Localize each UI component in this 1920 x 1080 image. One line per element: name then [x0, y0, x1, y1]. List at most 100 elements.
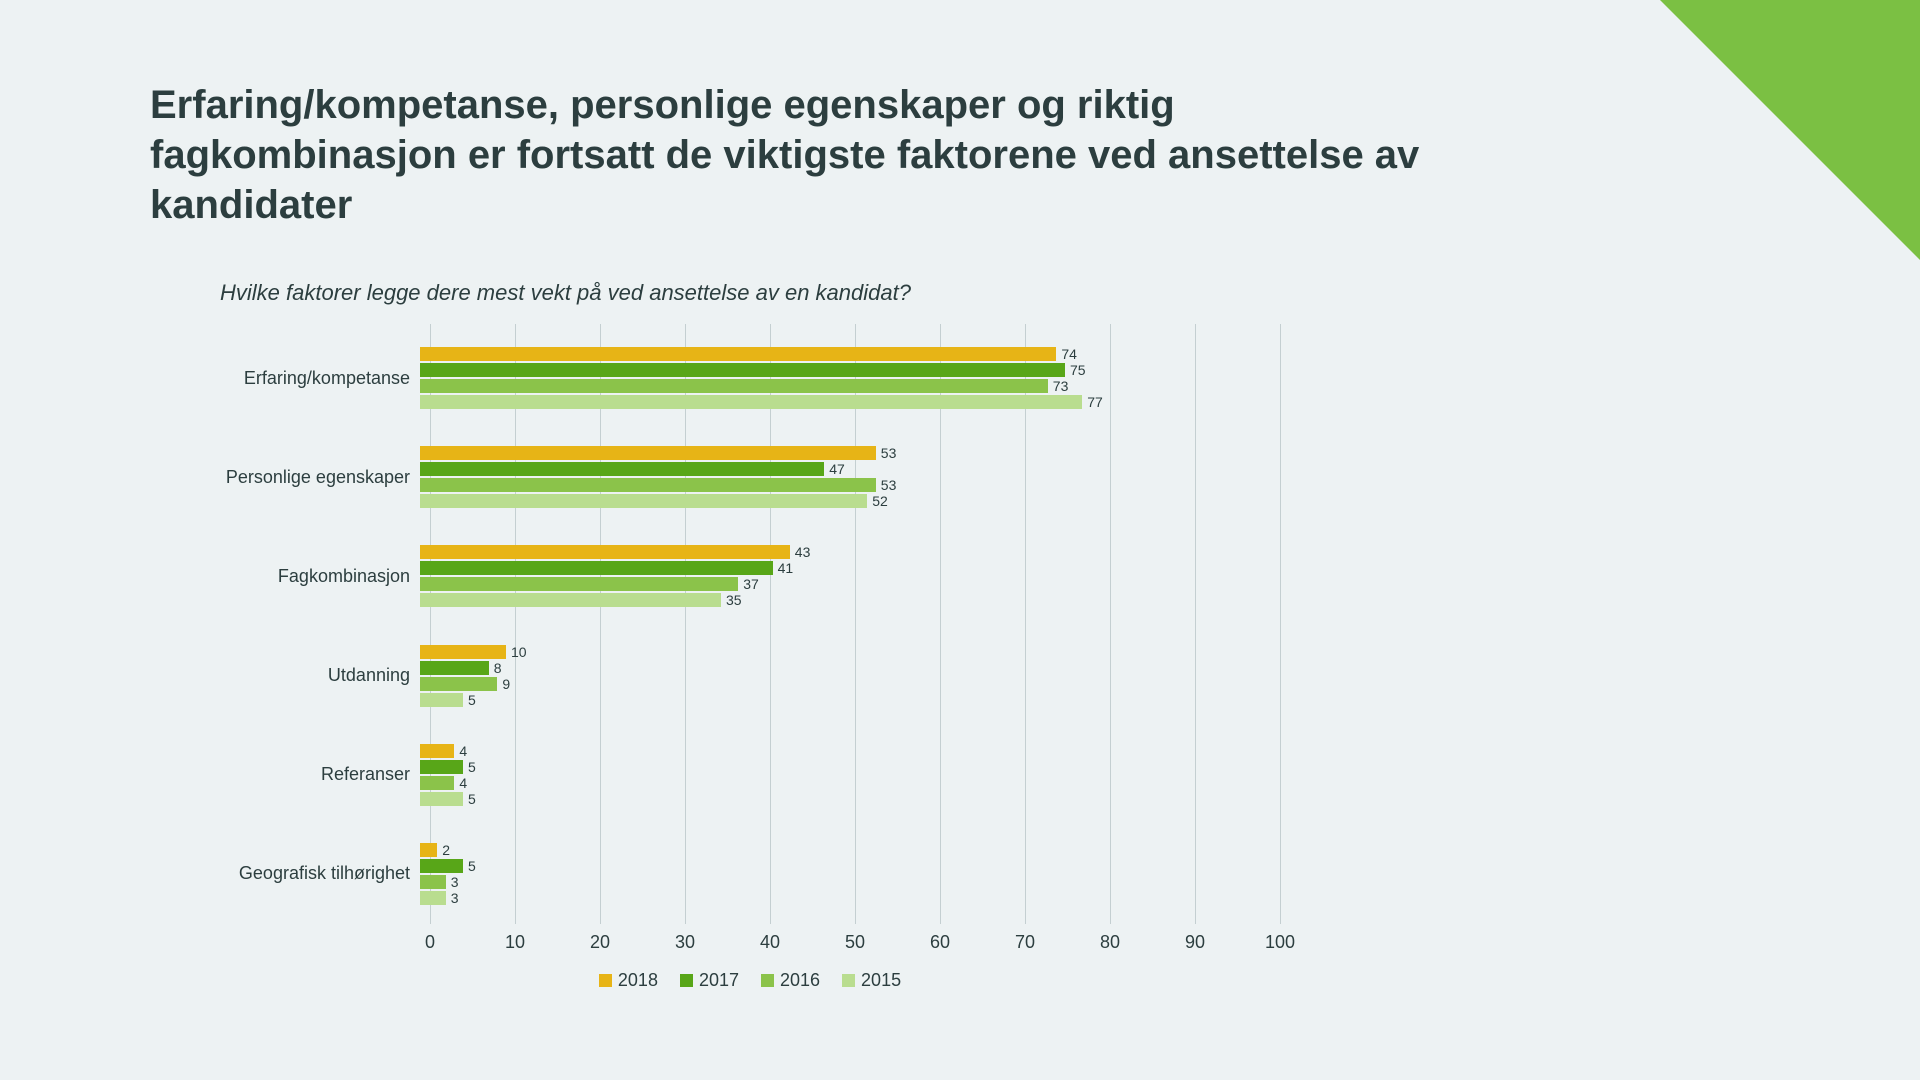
bar-2015 [420, 792, 463, 806]
bar-value-label: 5 [468, 759, 476, 775]
bar-2016 [420, 875, 446, 889]
bar-value-label: 53 [881, 445, 897, 461]
bar-2016 [420, 379, 1048, 393]
legend-swatch [599, 974, 612, 987]
bar-value-label: 5 [468, 692, 476, 708]
chart-category-row: Utdanning10895 [220, 636, 1280, 716]
bar-value-label: 2 [442, 842, 450, 858]
bar-value-label: 41 [778, 560, 794, 576]
bar-row: 10 [420, 644, 1280, 660]
bar-row: 41 [420, 560, 1280, 576]
bar-row: 47 [420, 461, 1280, 477]
bar-2018 [420, 446, 876, 460]
bar-row: 37 [420, 576, 1280, 592]
bar-row: 73 [420, 378, 1280, 394]
bar-row: 5 [420, 791, 1280, 807]
bar-2016 [420, 577, 738, 591]
category-bars: 4341 3735 [420, 544, 1280, 608]
bar-value-label: 4 [459, 775, 467, 791]
bar-value-label: 53 [881, 477, 897, 493]
chart-question: Hvilke faktorer legge dere mest vekt på … [220, 280, 1770, 306]
bar-value-label: 5 [468, 858, 476, 874]
bar-value-label: 77 [1087, 394, 1103, 410]
bar-row: 2 [420, 842, 1280, 858]
category-label: Geografisk tilhørighet [220, 863, 420, 884]
bar-2018 [420, 744, 454, 758]
legend-label: 2016 [780, 970, 820, 990]
bar-row: 3 [420, 890, 1280, 906]
chart-x-axis-labels: 0102030405060708090100 [430, 932, 1280, 952]
chart-category-row: Geografisk tilhørighet 2 533 [220, 834, 1280, 914]
x-tick-label: 30 [675, 932, 695, 953]
bar-row: 3 [420, 874, 1280, 890]
bar-2016 [420, 677, 497, 691]
bar-2015 [420, 891, 446, 905]
bar-2017 [420, 363, 1065, 377]
bar-value-label: 3 [451, 874, 459, 890]
bar-2017 [420, 760, 463, 774]
bar-2018 [420, 545, 790, 559]
bar-2018 [420, 843, 437, 857]
bar-2018 [420, 645, 506, 659]
bar-value-label: 47 [829, 461, 845, 477]
category-bars: 1089 5 [420, 644, 1280, 708]
bar-2016 [420, 776, 454, 790]
bar-2018 [420, 347, 1056, 361]
bar-2017 [420, 859, 463, 873]
bar-value-label: 74 [1061, 346, 1077, 362]
slide-content: Erfaring/kompetanse, personlige egenskap… [0, 0, 1920, 991]
x-tick-label: 60 [930, 932, 950, 953]
bar-value-label: 73 [1053, 378, 1069, 394]
bar-row: 53 [420, 445, 1280, 461]
chart-plot-area: 0102030405060708090100 Erfaring/kompetan… [220, 324, 1280, 964]
bar-value-label: 37 [743, 576, 759, 592]
bar-row: 4 [420, 743, 1280, 759]
bar-value-label: 35 [726, 592, 742, 608]
legend-swatch [842, 974, 855, 987]
category-bars: 747573 77 [420, 346, 1280, 410]
category-bars: 4545 [420, 743, 1280, 807]
bar-value-label: 3 [451, 890, 459, 906]
bar-value-label: 52 [872, 493, 888, 509]
bar-2017 [420, 462, 824, 476]
bar-2017 [420, 561, 773, 575]
bar-row: 75 [420, 362, 1280, 378]
x-tick-label: 80 [1100, 932, 1120, 953]
category-bars: 2 533 [420, 842, 1280, 906]
corner-accent [1660, 0, 1920, 260]
bar-row: 52 [420, 493, 1280, 509]
bar-value-label: 10 [511, 644, 527, 660]
bar-row: 5 [420, 759, 1280, 775]
bar-chart: 0102030405060708090100 Erfaring/kompetan… [220, 324, 1280, 991]
bar-2016 [420, 478, 876, 492]
chart-legend: 2018201720162015 [220, 970, 1280, 991]
x-tick-label: 100 [1265, 932, 1295, 953]
bar-2017 [420, 661, 489, 675]
bar-2015 [420, 395, 1082, 409]
x-tick-label: 10 [505, 932, 525, 953]
x-tick-label: 0 [425, 932, 435, 953]
bar-row: 5 [420, 692, 1280, 708]
bar-row: 5 [420, 858, 1280, 874]
chart-categories: Erfaring/kompetanse74757377Personlige eg… [220, 338, 1280, 914]
bar-row: 9 [420, 676, 1280, 692]
chart-category-row: Personlige egenskaper53475352 [220, 437, 1280, 517]
legend-swatch [761, 974, 774, 987]
bar-2015 [420, 593, 721, 607]
category-label: Personlige egenskaper [220, 467, 420, 488]
category-label: Referanser [220, 764, 420, 785]
bar-row: 35 [420, 592, 1280, 608]
bar-row: 8 [420, 660, 1280, 676]
bar-row: 53 [420, 477, 1280, 493]
bar-row: 74 [420, 346, 1280, 362]
bar-row: 43 [420, 544, 1280, 560]
bar-value-label: 9 [502, 676, 510, 692]
bar-value-label: 5 [468, 791, 476, 807]
chart-category-row: Erfaring/kompetanse74757377 [220, 338, 1280, 418]
slide-title: Erfaring/kompetanse, personlige egenskap… [150, 80, 1450, 230]
category-label: Fagkombinasjon [220, 566, 420, 587]
category-bars: 53475352 [420, 445, 1280, 509]
bar-row: 77 [420, 394, 1280, 410]
bar-value-label: 43 [795, 544, 811, 560]
bar-value-label: 75 [1070, 362, 1086, 378]
